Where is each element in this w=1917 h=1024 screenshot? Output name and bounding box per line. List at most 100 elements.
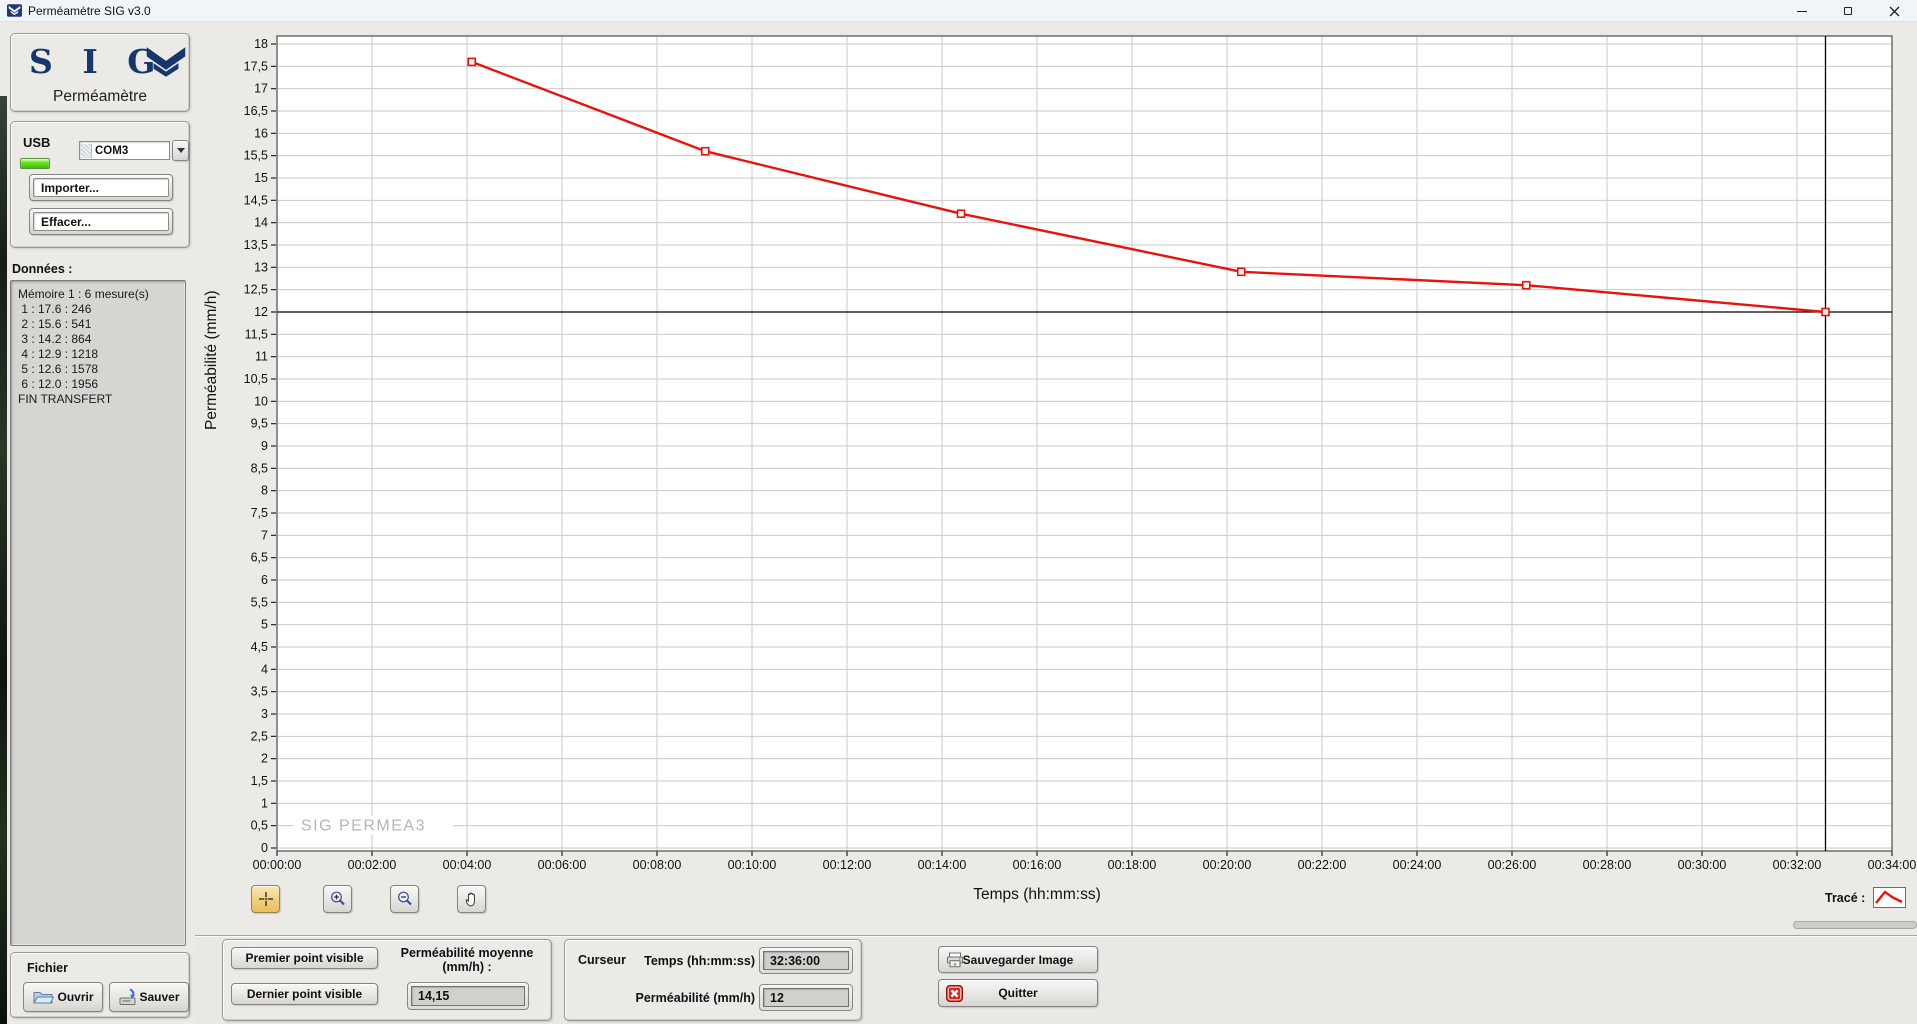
folder-open-icon — [33, 992, 55, 1004]
curseur-temps-fieldwrap: 32:36:00 — [759, 947, 853, 974]
svg-text:15: 15 — [254, 171, 268, 185]
svg-text:00:34:00: 00:34:00 — [1868, 858, 1917, 872]
data-list-item[interactable]: 5 : 12.6 : 1578 — [18, 362, 99, 376]
footer-bar: Premier point visible Dernier point visi… — [195, 935, 1917, 1024]
chart-plot[interactable]: 1817,51716,51615,51514,51413,51312,51211… — [195, 22, 1917, 935]
chevron-down-icon — [176, 148, 185, 153]
usb-led-indicator — [20, 158, 50, 169]
svg-text:00:16:00: 00:16:00 — [1013, 858, 1062, 872]
svg-text:9: 9 — [261, 439, 268, 453]
svg-text:8: 8 — [261, 484, 268, 498]
data-list-item[interactable]: FIN TRANSFERT — [18, 392, 113, 406]
crosshair-icon — [258, 892, 273, 906]
svg-text:00:26:00: 00:26:00 — [1488, 858, 1537, 872]
data-list-item[interactable]: 1 : 17.6 : 246 — [18, 302, 92, 316]
data-listbox[interactable]: Mémoire 1 : 6 mesure(s) 1 : 17.6 : 246 2… — [10, 280, 186, 946]
svg-text:16: 16 — [254, 126, 268, 140]
curseur-temps-label: Temps (hh:mm:ss) — [644, 954, 755, 968]
usb-panel: USB COM3 Importer... Effacer... — [10, 121, 190, 248]
svg-text:00:14:00: 00:14:00 — [918, 858, 967, 872]
svg-text:8,5: 8,5 — [251, 461, 268, 475]
svg-text:1: 1 — [261, 796, 268, 810]
com-port-dropdown-button[interactable] — [172, 140, 189, 161]
svg-text:6,5: 6,5 — [251, 551, 268, 565]
data-list-item[interactable]: 4 : 12.9 : 1218 — [18, 347, 99, 361]
donnees-label: Données : — [12, 262, 73, 276]
svg-text:3,5: 3,5 — [251, 685, 268, 699]
svg-text:10: 10 — [254, 394, 268, 408]
x-axis-title: Temps (hh:mm:ss) — [973, 886, 1101, 903]
crosshair-tool-button[interactable] — [251, 885, 280, 913]
svg-text:00:12:00: 00:12:00 — [823, 858, 872, 872]
svg-text:00:00:00: 00:00:00 — [253, 858, 302, 872]
svg-text:00:20:00: 00:20:00 — [1203, 858, 1252, 872]
zoom-out-tool-button[interactable] — [390, 885, 419, 913]
svg-text:13: 13 — [254, 260, 268, 274]
sauver-button[interactable]: Sauver — [109, 982, 189, 1012]
horizontal-scrollbar-thumb[interactable] — [1793, 921, 1917, 929]
close-icon — [1889, 6, 1899, 16]
fichier-panel: Fichier Ouvrir Sauver — [10, 952, 190, 1018]
curseur-label: Curseur — [578, 953, 626, 967]
curseur-perm-label: Perméabilité (mm/h) — [635, 991, 755, 1005]
svg-text:0,5: 0,5 — [251, 819, 268, 833]
trace-legend-swatch[interactable] — [1873, 887, 1906, 908]
com-port-select[interactable]: COM3 — [79, 141, 170, 160]
svg-text:9,5: 9,5 — [251, 417, 268, 431]
minimize-button[interactable] — [1779, 0, 1825, 22]
svg-text:4,5: 4,5 — [251, 640, 268, 654]
sig-logo-panel: S I G Perméamètre — [10, 33, 190, 112]
quit-icon — [946, 984, 963, 1002]
effacer-button[interactable]: Effacer... — [29, 208, 173, 235]
svg-text:3: 3 — [261, 707, 268, 721]
svg-text:17: 17 — [254, 82, 268, 96]
fichier-label: Fichier — [27, 961, 68, 975]
data-list-item[interactable]: 3 : 14.2 : 864 — [18, 332, 92, 346]
restore-button[interactable] — [1825, 0, 1871, 22]
visa-io-icon — [81, 143, 92, 158]
svg-text:00:08:00: 00:08:00 — [633, 858, 682, 872]
svg-text:00:02:00: 00:02:00 — [348, 858, 397, 872]
svg-text:SIG PERMEA3: SIG PERMEA3 — [301, 818, 426, 835]
svg-text:12: 12 — [254, 305, 268, 319]
pan-tool-button[interactable] — [457, 885, 486, 913]
printer-icon — [947, 952, 963, 967]
svg-text:6: 6 — [261, 573, 268, 587]
moyenne-field[interactable]: 14,15 — [411, 986, 525, 1006]
curseur-temps-field[interactable]: 32:36:00 — [763, 951, 849, 970]
svg-text:7,5: 7,5 — [251, 506, 268, 520]
close-button[interactable] — [1871, 0, 1917, 22]
svg-text:0: 0 — [261, 841, 268, 855]
svg-text:11: 11 — [255, 350, 268, 364]
zoom-in-tool-button[interactable] — [323, 885, 352, 913]
dernier-point-button[interactable]: Dernier point visible — [231, 983, 378, 1005]
svg-text:14,5: 14,5 — [244, 193, 268, 207]
zoom-in-icon — [330, 891, 345, 906]
svg-text:00:32:00: 00:32:00 — [1773, 858, 1822, 872]
trace-legend-swatch-svg — [1875, 890, 1903, 904]
svg-text:15,5: 15,5 — [244, 149, 268, 163]
svg-text:11,5: 11,5 — [245, 327, 268, 341]
svg-text:10,5: 10,5 — [244, 372, 268, 386]
svg-text:00:10:00: 00:10:00 — [728, 858, 777, 872]
titlebar: Perméamètre SIG v3.0 — [0, 0, 1917, 22]
data-list-item[interactable]: 6 : 12.0 : 1956 — [18, 377, 99, 391]
premier-point-button[interactable]: Premier point visible — [231, 947, 378, 969]
data-list-item[interactable]: 2 : 15.6 : 541 — [18, 317, 92, 331]
window-title: Perméamètre SIG v3.0 — [28, 3, 151, 18]
sauvegarder-image-button[interactable]: Sauvegarder Image — [938, 946, 1098, 973]
sig-logo-text: S I G — [29, 42, 165, 81]
effacer-button-label: Effacer... — [33, 212, 169, 231]
data-list-item[interactable]: Mémoire 1 : 6 mesure(s) — [18, 287, 149, 301]
quitter-button[interactable]: Quitter — [938, 979, 1098, 1007]
sig-bird-icon — [146, 47, 186, 77]
curseur-perm-field[interactable]: 12 — [763, 988, 849, 1007]
chart-panel: 18 17,5 17 16,5 16 15,5 15 14,5 14 13,5 13 12,5 12 11… — [195, 22, 1917, 935]
moyenne-fieldwrap: 14,15 — [407, 982, 529, 1010]
importer-button-label: Importer... — [33, 178, 169, 197]
svg-text:4: 4 — [261, 662, 268, 676]
svg-text:18: 18 — [254, 37, 268, 51]
ouvrir-button[interactable]: Ouvrir — [23, 982, 103, 1012]
importer-button[interactable]: Importer... — [29, 174, 173, 201]
app-logo-icon — [7, 4, 22, 17]
